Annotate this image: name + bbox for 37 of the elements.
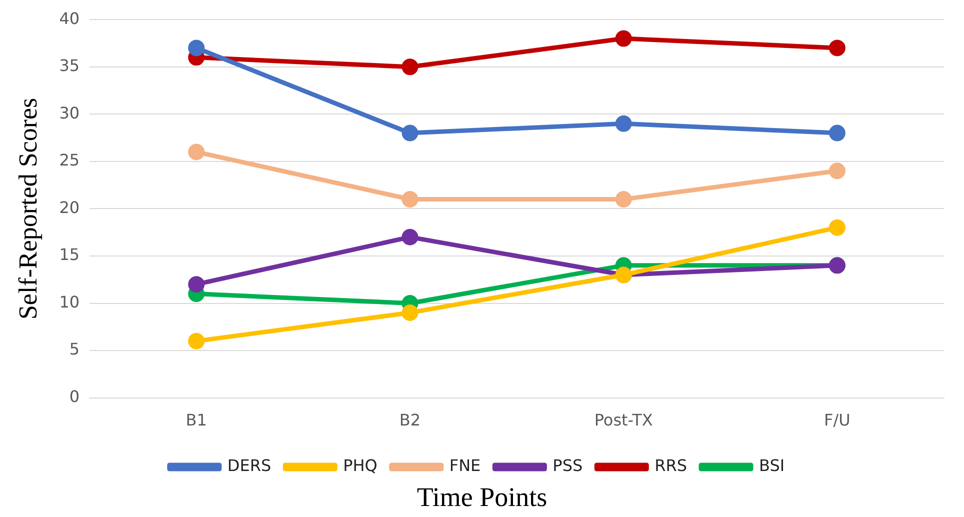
legend-label: BSI: [759, 456, 785, 476]
point: [402, 228, 418, 246]
x-axis-title: Time Points: [416, 482, 548, 513]
point: [828, 124, 846, 142]
point: [188, 144, 205, 160]
point: [188, 276, 205, 293]
x-tick-label: B1: [186, 410, 207, 430]
point: [615, 115, 632, 132]
y-tick-label: 20: [59, 198, 80, 217]
point: [828, 219, 846, 236]
y-tick-label: 5: [69, 340, 80, 359]
point: [188, 40, 205, 56]
point: [828, 162, 846, 180]
point: [615, 190, 632, 208]
x-tick-label: F/U: [824, 410, 850, 430]
point: [828, 40, 846, 56]
legend-label: FNE: [449, 456, 481, 476]
y-tick-label: 40: [59, 8, 80, 28]
y-tick-label: 30: [59, 103, 80, 122]
legend-label: PHQ: [343, 456, 378, 476]
point: [615, 30, 632, 47]
legend-label: DERS: [227, 456, 272, 476]
y-tick-label: 15: [59, 245, 80, 264]
x-tick-label: Post-TX: [594, 410, 653, 430]
point: [402, 58, 418, 76]
y-tick-label: 0: [69, 386, 80, 406]
legend-label: RRS: [654, 456, 688, 476]
y-tick-label: 10: [59, 292, 80, 312]
y-tick-label: 35: [59, 56, 80, 76]
point: [188, 332, 205, 350]
point: [402, 304, 418, 321]
y-tick-label: 25: [59, 150, 80, 170]
point: [402, 124, 418, 142]
legend-label: PSS: [552, 456, 583, 476]
point: [402, 190, 418, 208]
y-axis-title: Self-Reported Scores: [13, 98, 42, 320]
x-tick-label: B2: [399, 410, 421, 430]
